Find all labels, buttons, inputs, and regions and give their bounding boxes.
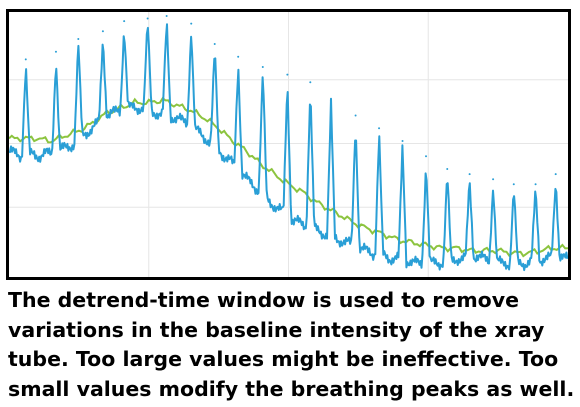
breathing-peak-point (401, 139, 404, 142)
breathing-peak-point (123, 20, 126, 23)
raw-signal-series (9, 15, 568, 272)
breathing-peak-point (54, 50, 57, 53)
breathing-peak-point (512, 183, 515, 186)
breathing-peak-point (261, 66, 264, 68)
baseline-series (9, 96, 568, 258)
breathing-peak-point (309, 81, 312, 84)
breathing-peak-point (425, 155, 428, 158)
breathing-peak-point (165, 15, 168, 17)
breathing-peak-point (329, 99, 332, 102)
raw-signal-line (9, 23, 568, 272)
breathing-peak-point (213, 43, 216, 46)
breathing-peak-point (468, 173, 471, 176)
breathing-peak-point (554, 173, 557, 176)
breathing-peak-point (190, 22, 193, 25)
breathing-peak-point (101, 30, 104, 33)
breathing-peak-point (534, 183, 537, 186)
breathing-peak-point (354, 114, 357, 117)
breathing-peak-point (146, 17, 149, 20)
baseline-line (9, 96, 568, 258)
breathing-peak-point (446, 168, 449, 170)
breathing-peak-point (492, 178, 495, 181)
breathing-peak-point (77, 37, 80, 40)
line-chart (9, 12, 568, 277)
breathing-peak-point (378, 127, 381, 130)
caption-text: The detrend-time window is used to remov… (8, 288, 575, 401)
breathing-peak-point (286, 73, 289, 76)
plot-frame (6, 9, 571, 280)
breathing-peak-point (237, 55, 240, 58)
breathing-peak-point (24, 58, 27, 61)
